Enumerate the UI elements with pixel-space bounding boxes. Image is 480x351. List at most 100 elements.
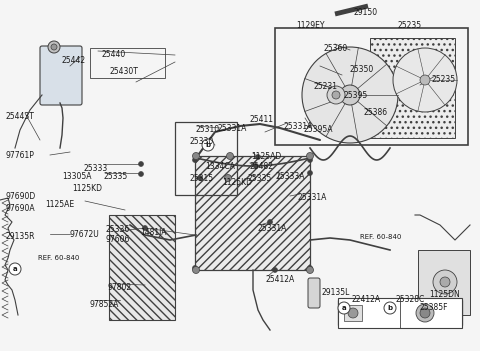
Text: 25395: 25395 — [343, 91, 367, 100]
Text: 25386: 25386 — [363, 108, 387, 117]
Text: 13305A: 13305A — [62, 172, 92, 181]
Circle shape — [197, 176, 203, 180]
Circle shape — [338, 302, 350, 314]
Text: 1125DN: 1125DN — [429, 290, 460, 299]
FancyBboxPatch shape — [40, 46, 82, 105]
Text: a: a — [342, 305, 346, 311]
Bar — [418, 250, 470, 315]
Bar — [338, 300, 462, 325]
Text: 25331A: 25331A — [284, 122, 313, 131]
Text: a: a — [12, 266, 17, 272]
Circle shape — [433, 270, 457, 294]
Text: 97690A: 97690A — [5, 204, 35, 213]
Text: 1125AE: 1125AE — [45, 200, 74, 209]
Circle shape — [267, 219, 273, 225]
Circle shape — [253, 164, 259, 168]
Text: 25440: 25440 — [102, 50, 126, 59]
Text: 29150: 29150 — [354, 8, 378, 17]
Circle shape — [307, 266, 313, 273]
Circle shape — [308, 265, 312, 271]
Text: 25360: 25360 — [323, 44, 347, 53]
Text: b: b — [205, 142, 211, 148]
Text: 97761P: 97761P — [5, 151, 34, 160]
Bar — [370, 38, 455, 138]
Bar — [344, 305, 362, 321]
Text: 1481JA: 1481JA — [140, 228, 167, 237]
Bar — [338, 298, 462, 328]
Circle shape — [139, 172, 144, 177]
Text: 1129EY: 1129EY — [296, 21, 324, 30]
Circle shape — [393, 48, 457, 112]
Text: REF. 60-840: REF. 60-840 — [38, 255, 79, 261]
Text: 25328C: 25328C — [396, 295, 425, 304]
Text: 25333A: 25333A — [276, 172, 305, 181]
Circle shape — [51, 44, 57, 50]
Text: 25350: 25350 — [349, 65, 373, 74]
Text: 25335: 25335 — [248, 174, 272, 183]
Text: 25235: 25235 — [432, 75, 456, 84]
Circle shape — [227, 152, 233, 159]
Circle shape — [48, 41, 60, 53]
Text: 25385F: 25385F — [420, 303, 448, 312]
Bar — [90, 48, 165, 78]
Circle shape — [139, 161, 144, 166]
Circle shape — [440, 277, 450, 287]
Text: 25331A: 25331A — [298, 193, 327, 202]
Circle shape — [273, 267, 277, 272]
Circle shape — [9, 263, 21, 275]
Circle shape — [143, 225, 147, 231]
Text: 97672U: 97672U — [70, 230, 100, 239]
Text: 25310: 25310 — [196, 125, 220, 134]
Circle shape — [308, 158, 312, 163]
Text: 1125KD: 1125KD — [72, 184, 102, 193]
Text: 29135L: 29135L — [322, 288, 350, 297]
Circle shape — [384, 302, 396, 314]
FancyBboxPatch shape — [308, 278, 320, 308]
Text: 25412A: 25412A — [266, 275, 295, 284]
Circle shape — [420, 75, 430, 85]
Text: 25335: 25335 — [103, 172, 127, 181]
Text: 97690D: 97690D — [5, 192, 35, 201]
Text: 29135R: 29135R — [5, 232, 35, 241]
Text: 1334CA: 1334CA — [205, 162, 235, 171]
Bar — [175, 122, 237, 195]
Text: 25442: 25442 — [62, 56, 86, 65]
Text: 25231: 25231 — [314, 82, 338, 91]
Circle shape — [202, 139, 214, 151]
Text: 25395A: 25395A — [304, 125, 334, 134]
Text: 1125AD: 1125AD — [251, 152, 281, 161]
Circle shape — [192, 266, 200, 273]
Text: 97606: 97606 — [106, 235, 131, 244]
Text: 25315: 25315 — [190, 174, 214, 183]
Circle shape — [225, 174, 231, 181]
Circle shape — [255, 154, 261, 159]
Text: 97802: 97802 — [108, 283, 132, 292]
Text: 1125KD: 1125KD — [222, 178, 252, 187]
Circle shape — [332, 91, 340, 99]
Circle shape — [420, 308, 430, 318]
Text: 25330: 25330 — [190, 137, 214, 146]
Bar — [275, 28, 468, 145]
Text: 25331A: 25331A — [258, 224, 288, 233]
Circle shape — [307, 152, 313, 159]
Text: 25411: 25411 — [249, 115, 273, 124]
Circle shape — [192, 158, 197, 163]
Circle shape — [192, 265, 197, 271]
Circle shape — [308, 171, 312, 176]
Text: 25331A: 25331A — [218, 124, 247, 133]
Bar — [109, 215, 175, 320]
Circle shape — [416, 304, 434, 322]
Text: 25336: 25336 — [106, 225, 130, 234]
Text: b: b — [387, 305, 393, 311]
Circle shape — [348, 308, 358, 318]
Text: 97852A: 97852A — [90, 300, 120, 309]
Text: 22412A: 22412A — [352, 295, 381, 304]
Text: 25430T: 25430T — [110, 67, 139, 76]
Circle shape — [340, 85, 360, 105]
Circle shape — [302, 47, 398, 143]
Circle shape — [192, 152, 200, 159]
Text: REF. 60-840: REF. 60-840 — [360, 234, 401, 240]
Circle shape — [327, 86, 345, 104]
Text: 25482: 25482 — [249, 162, 273, 171]
Text: 25333: 25333 — [84, 164, 108, 173]
